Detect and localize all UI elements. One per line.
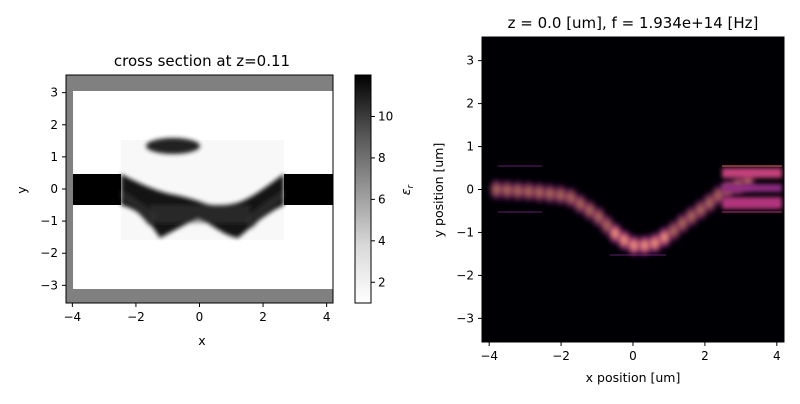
field-guide-lines [498, 165, 782, 256]
right-ytick-label: 1 [466, 140, 474, 154]
left-x-ticks: −4 −2 0 2 4 [64, 303, 331, 324]
left-plot-area [66, 75, 333, 303]
right-xtick-label: 2 [701, 349, 709, 363]
left-ytick-label: 3 [50, 86, 58, 100]
right-xlabel: x position [um] [586, 370, 681, 385]
right-ytick-label: −1 [456, 225, 474, 239]
left-ytick-label: −2 [40, 246, 58, 260]
colorbar-gradient [354, 74, 372, 304]
left-xlabel: x [198, 333, 205, 348]
right-ytick-label: 2 [466, 97, 474, 111]
right-ytick-label: 3 [466, 54, 474, 68]
left-ytick-label: 0 [50, 182, 58, 196]
colorbar: 2 4 6 8 10 εr [354, 74, 416, 304]
left-xtick-label: 0 [196, 310, 204, 324]
right-plot-area [482, 37, 784, 342]
right-ytick-label: −2 [456, 268, 474, 282]
left-ylabel: y [14, 186, 29, 194]
field-lobe [553, 184, 568, 207]
design-structure [121, 138, 284, 238]
right-panel: z = 0.0 [um], f = 1.934e+14 [Hz] −4 −2 0 2 4… [431, 14, 785, 385]
colorbar-label: εr [398, 183, 416, 195]
colorbar-ticks: 2 4 6 8 10 [371, 109, 393, 289]
right-xtick-label: 4 [773, 349, 781, 363]
colorbar-tick-label: 2 [378, 275, 386, 289]
right-xtick-label: 0 [629, 349, 637, 363]
colorbar-tick-label: 4 [378, 234, 386, 248]
left-title: cross section at z=0.11 [114, 52, 290, 70]
right-xtick-label: −4 [480, 349, 498, 363]
left-waveguide [73, 174, 121, 205]
field-lobe [500, 179, 515, 202]
field-lobe [532, 181, 547, 204]
left-xtick-label: −4 [64, 310, 82, 324]
field-lobe [521, 180, 536, 203]
left-ytick-label: −1 [40, 214, 58, 228]
field-lobe [626, 234, 641, 257]
right-xtick-label: −2 [552, 349, 570, 363]
left-xtick-label: 2 [259, 310, 267, 324]
right-y-ticks: −3 −2 −1 0 1 2 3 [456, 54, 482, 325]
field-lobe [542, 182, 557, 205]
left-xtick-label: −2 [127, 310, 145, 324]
left-y-ticks: −3 −2 −1 0 1 2 3 [40, 86, 66, 292]
right-ytick-label: 0 [466, 183, 474, 197]
left-ytick-label: −3 [40, 278, 58, 292]
right-ylabel: y position [um] [431, 143, 446, 238]
left-ytick-label: 2 [50, 118, 58, 132]
right-title: z = 0.0 [um], f = 1.934e+14 [Hz] [508, 14, 759, 32]
left-xtick-label: 4 [323, 310, 331, 324]
field-lobe [637, 234, 652, 257]
right-x-ticks: −4 −2 0 2 4 [480, 342, 781, 363]
field-lobe [489, 178, 504, 201]
colorbar-tick-label: 10 [378, 109, 393, 123]
left-panel: cross section at z=0.11 −4 −2 0 2 4 −3 −2 −1 0 1… [14, 52, 416, 348]
field-lobe [510, 179, 525, 202]
output-modes [722, 168, 782, 209]
colorbar-tick-label: 6 [378, 192, 386, 206]
left-ytick-label: 1 [50, 150, 58, 164]
design-region-haze [121, 140, 284, 240]
colorbar-tick-label: 8 [378, 151, 386, 165]
right-waveguide [284, 174, 333, 205]
right-ytick-label: −3 [456, 311, 474, 325]
